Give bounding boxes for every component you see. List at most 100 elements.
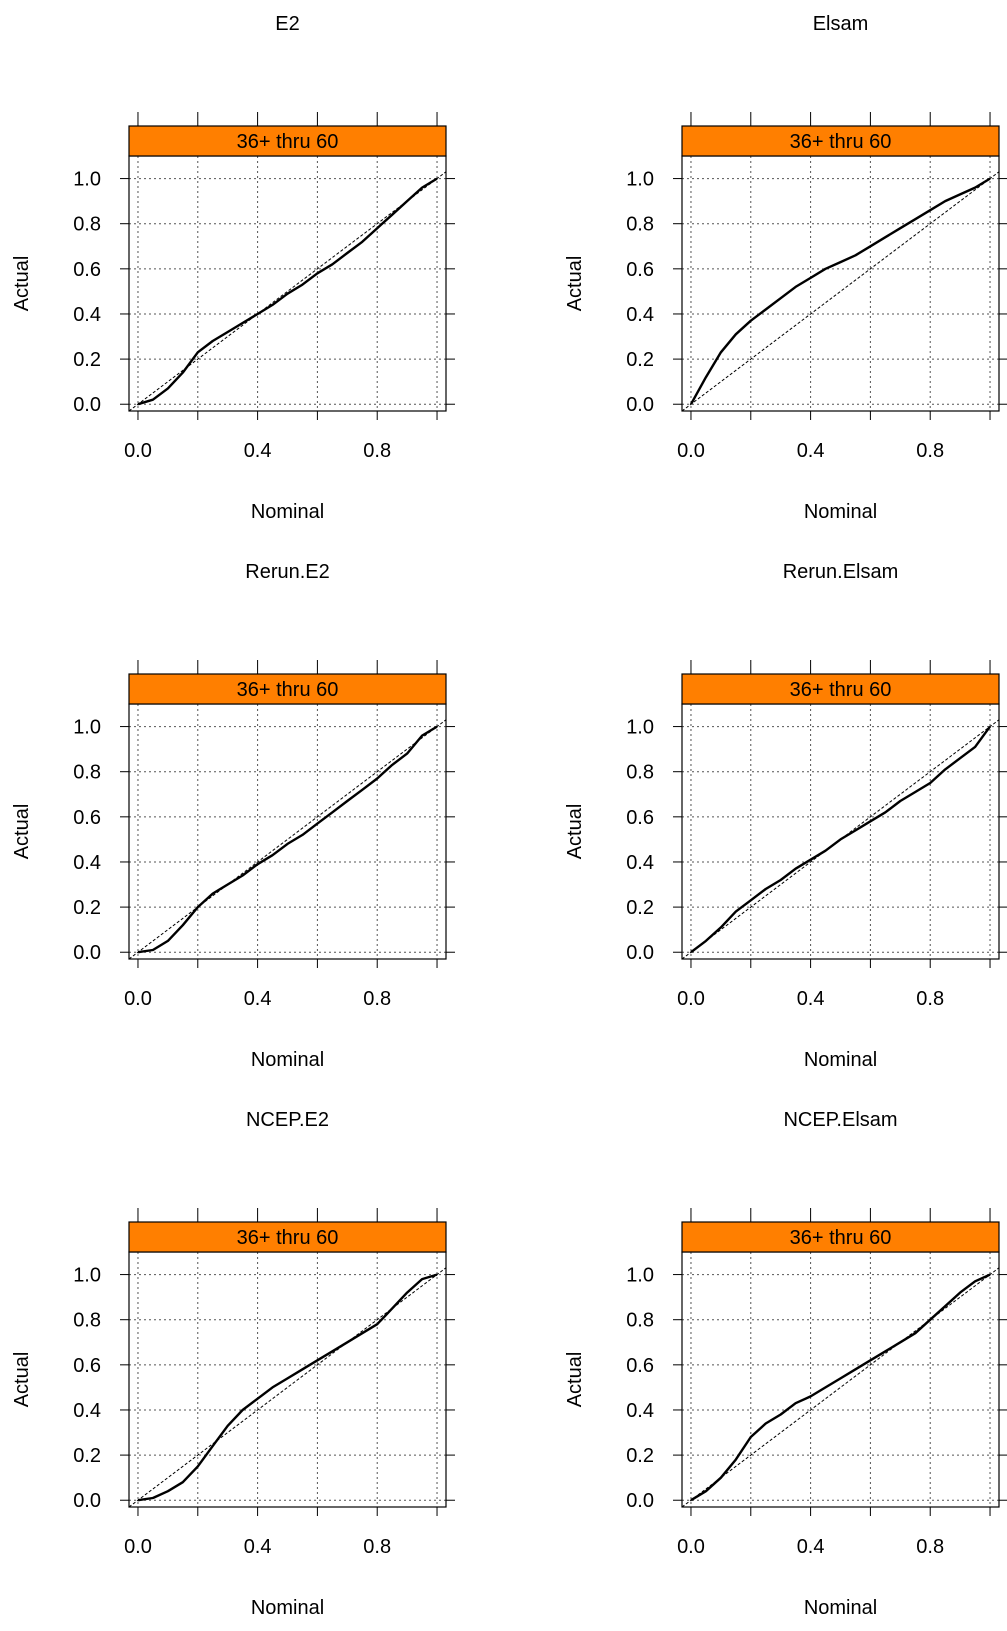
reference-diagonal: [128, 719, 447, 960]
x-tick-label: 0.8: [916, 1536, 944, 1558]
strip-label: 36+ thru 60: [237, 131, 339, 153]
panel-frame: [128, 155, 447, 412]
panel-title: NCEP.E2: [246, 1109, 329, 1131]
x-tick-label: 0.0: [124, 1536, 152, 1558]
y-axis-label: Actual: [11, 256, 33, 312]
y-tick-label: 0.2: [73, 897, 101, 919]
strip-box: [681, 1221, 1000, 1253]
y-tick-label: 1.0: [73, 169, 101, 191]
x-axis-label: Nominal: [251, 1049, 324, 1071]
y-tick-label: 0.8: [73, 1310, 101, 1332]
y-tick-label: 1.0: [626, 717, 654, 739]
y-tick-label: 0.2: [73, 349, 101, 371]
y-tick-label: 0.6: [626, 259, 654, 281]
y-tick-label: 0.4: [73, 852, 101, 874]
x-axis-label: Nominal: [804, 501, 877, 523]
series-line: [690, 725, 991, 954]
x-tick-label: 0.4: [797, 440, 825, 462]
series-line: [689, 177, 991, 405]
strip-box: [681, 125, 1000, 157]
y-tick-label: 1.0: [626, 1265, 654, 1287]
y-tick-label: 0.8: [626, 762, 654, 784]
y-tick-label: 1.0: [73, 1265, 101, 1287]
y-tick-label: 0.0: [73, 394, 101, 416]
panel-title: Rerun.E2: [245, 561, 330, 583]
reference-diagonal: [128, 171, 447, 412]
reference-diagonal: [681, 719, 1000, 960]
x-tick-label: 0.8: [916, 988, 944, 1010]
y-tick-label: 0.6: [73, 1355, 101, 1377]
grid-lines: [129, 156, 446, 411]
reference-diagonal: [681, 1267, 1000, 1508]
y-tick-label: 1.0: [626, 169, 654, 191]
panel-5: NCEP.E2 36+ thru 60 0.0 0.2 0.4 0.6 0.8 1.0 0.0 0…: [11, 1109, 455, 1619]
y-tick-label: 0.8: [626, 214, 654, 236]
panel-3: Rerun.E2 36+ thru 60 0.0 0.2 0.4 0.6 0.8 1.0 0.0…: [11, 561, 455, 1071]
strip-box: [128, 125, 447, 157]
y-axis-label: Actual: [564, 1352, 586, 1408]
strip-label: 36+ thru 60: [790, 679, 892, 701]
x-axis-label: Nominal: [251, 501, 324, 523]
x-tick-label: 0.4: [244, 440, 272, 462]
x-tick-label: 0.4: [244, 1536, 272, 1558]
y-axis-label: Actual: [11, 1352, 33, 1408]
y-tick-label: 0.2: [626, 897, 654, 919]
x-tick-label: 0.8: [916, 440, 944, 462]
strip-label: 36+ thru 60: [237, 679, 339, 701]
y-tick-label: 0.4: [73, 304, 101, 326]
x-tick-label: 0.8: [363, 1536, 391, 1558]
panel-title: Rerun.Elsam: [783, 561, 899, 583]
y-tick-label: 0.0: [626, 394, 654, 416]
x-tick-label: 0.0: [124, 440, 152, 462]
grid-lines: [682, 156, 999, 411]
x-axis-label: Nominal: [804, 1597, 877, 1619]
y-tick-label: 0.2: [73, 1445, 101, 1467]
panel-title: Elsam: [813, 13, 869, 35]
x-tick-label: 0.8: [363, 440, 391, 462]
y-tick-label: 0.6: [73, 259, 101, 281]
x-axis-label: Nominal: [804, 1049, 877, 1071]
y-tick-label: 1.0: [73, 717, 101, 739]
panel-4: Rerun.Elsam 36+ thru 60 0.0 0.2 0.4 0.6 0.8 1.0…: [564, 561, 1007, 1071]
x-tick-label: 0.0: [677, 440, 705, 462]
series-line: [137, 1273, 438, 1502]
y-tick-label: 0.8: [626, 1310, 654, 1332]
x-tick-label: 0.0: [124, 988, 152, 1010]
panel-frame: [681, 155, 1000, 412]
x-axis-label: Nominal: [251, 1597, 324, 1619]
grid-lines: [682, 704, 999, 959]
panel-1: E2 36+ thru 60 0.0 0.2 0.4 0.6 0.8 1.0 0.0 0.4 0.8…: [11, 13, 455, 523]
strip-box: [681, 673, 1000, 705]
y-tick-label: 0.0: [73, 1490, 101, 1512]
strip-box: [128, 673, 447, 705]
y-axis-label: Actual: [11, 804, 33, 860]
panel-frame: [681, 703, 1000, 960]
y-tick-label: 0.2: [626, 1445, 654, 1467]
y-tick-label: 0.8: [73, 214, 101, 236]
panel-2: Elsam 36+ thru 60 0.0 0.2 0.4 0.6 0.8 1.0 0.0 0.4…: [564, 13, 1007, 523]
y-tick-label: 0.0: [626, 942, 654, 964]
y-tick-label: 0.4: [626, 1400, 654, 1422]
strip-box: [128, 1221, 447, 1253]
y-tick-label: 0.8: [73, 762, 101, 784]
panel-title: NCEP.Elsam: [783, 1109, 897, 1131]
y-axis-label: Actual: [564, 256, 586, 312]
y-tick-label: 0.6: [626, 1355, 654, 1377]
panel-frame: [128, 703, 447, 960]
strip-label: 36+ thru 60: [790, 131, 892, 153]
grid-lines: [129, 704, 446, 959]
reference-diagonal: [128, 1267, 447, 1508]
x-tick-label: 0.0: [677, 1536, 705, 1558]
strip-label: 36+ thru 60: [237, 1227, 339, 1249]
x-tick-label: 0.4: [797, 1536, 825, 1558]
series-line: [137, 725, 438, 954]
series-line: [690, 1273, 991, 1502]
reference-diagonal: [681, 171, 1000, 412]
x-tick-label: 0.4: [797, 988, 825, 1010]
y-tick-label: 0.6: [73, 807, 101, 829]
series-line: [137, 177, 438, 406]
y-tick-label: 0.2: [626, 349, 654, 371]
y-tick-label: 0.6: [626, 807, 654, 829]
strip-label: 36+ thru 60: [790, 1227, 892, 1249]
